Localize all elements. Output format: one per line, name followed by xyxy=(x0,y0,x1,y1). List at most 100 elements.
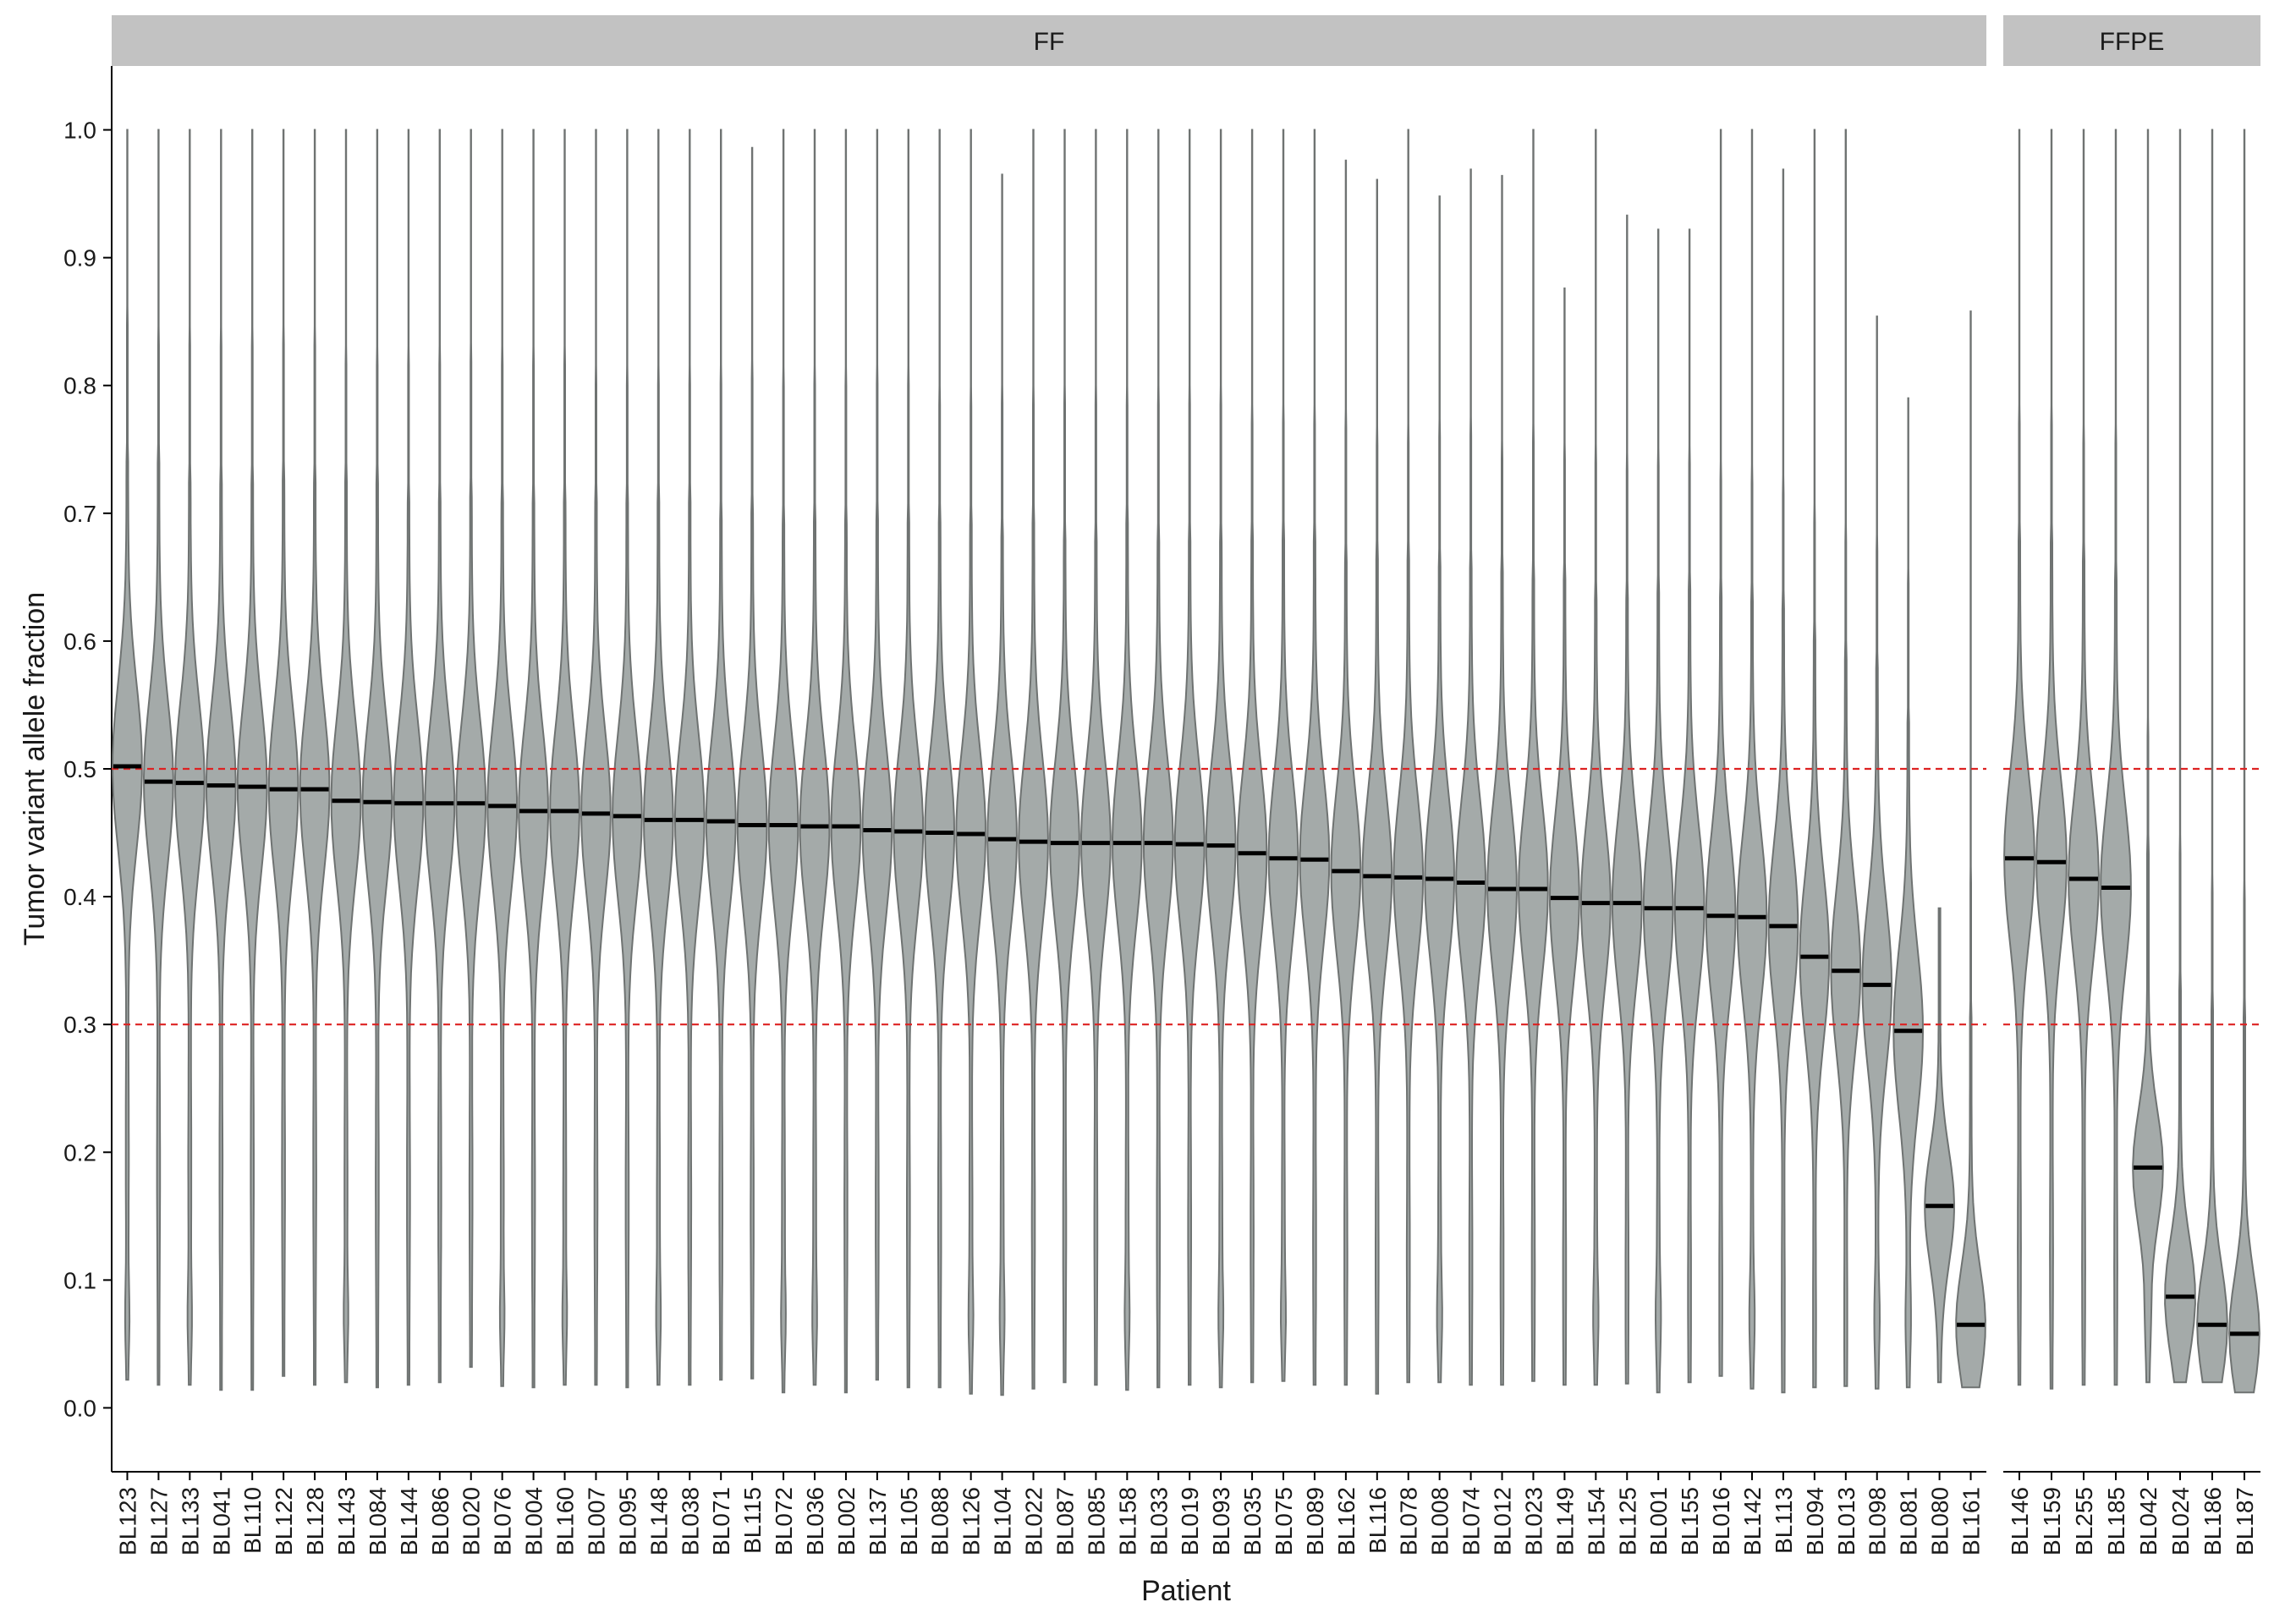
violin xyxy=(986,173,1019,1396)
x-tick-label: BL033 xyxy=(1145,1487,1172,1555)
violin xyxy=(736,146,768,1380)
x-tick-label: BL085 xyxy=(1083,1487,1109,1555)
x-tick-label: BL154 xyxy=(1583,1487,1609,1555)
violin xyxy=(112,129,143,1381)
x-tick-label: BL127 xyxy=(146,1487,172,1555)
x-tick-label: BL038 xyxy=(677,1487,703,1555)
x-axis-title: Patient xyxy=(1141,1575,1231,1607)
violin xyxy=(2035,129,2068,1390)
x-tick-label: BL089 xyxy=(1302,1487,1328,1555)
violin xyxy=(1205,129,1237,1389)
x-tick-label: BL122 xyxy=(271,1487,297,1555)
x-tick-label: BL022 xyxy=(1021,1487,1047,1555)
violin xyxy=(1455,168,1487,1386)
violin xyxy=(486,129,518,1387)
violin xyxy=(1955,310,1986,1389)
x-tick-label: BL146 xyxy=(2007,1487,2033,1555)
x-tick-label: BL081 xyxy=(1896,1487,1922,1555)
x-tick-label: BL087 xyxy=(1052,1487,1078,1555)
violin xyxy=(1580,129,1612,1386)
x-tick-label: BL162 xyxy=(1333,1487,1359,1555)
violin xyxy=(1486,174,1518,1386)
y-tick-label: 0.5 xyxy=(63,756,96,782)
x-tick-label: BL042 xyxy=(2135,1487,2161,1555)
violin xyxy=(1079,129,1112,1386)
violin xyxy=(1049,129,1080,1384)
violin xyxy=(767,129,799,1394)
x-tick-label: BL155 xyxy=(1677,1487,1703,1555)
violin xyxy=(861,129,893,1381)
violin xyxy=(1142,129,1174,1389)
x-tick-label: BL160 xyxy=(552,1487,579,1555)
x-tick-label: BL074 xyxy=(1458,1487,1485,1555)
x-tick-label: BL094 xyxy=(1802,1487,1828,1555)
violin xyxy=(1642,228,1674,1394)
x-tick-label: BL093 xyxy=(1208,1487,1234,1555)
x-tick-label: BL075 xyxy=(1271,1487,1297,1555)
violin xyxy=(1892,397,1925,1389)
x-tick-label: BL126 xyxy=(958,1487,985,1555)
violin xyxy=(1424,195,1456,1384)
violin xyxy=(799,129,831,1386)
violin xyxy=(299,129,331,1386)
x-tick-label: BL161 xyxy=(1958,1487,1985,1555)
violin xyxy=(1330,159,1362,1386)
x-tick-label: BL041 xyxy=(208,1487,234,1555)
violin xyxy=(1705,129,1737,1377)
x-tick-label: BL035 xyxy=(1239,1487,1266,1555)
violin xyxy=(673,129,706,1386)
facet-strips: FF FFPE xyxy=(112,15,2260,66)
y-tick-label: 0.9 xyxy=(63,245,96,272)
violin xyxy=(1861,315,1893,1390)
violin xyxy=(1173,129,1206,1386)
x-tick-label: BL036 xyxy=(802,1487,828,1555)
violin xyxy=(1830,129,1862,1387)
x-tick-label: BL115 xyxy=(739,1487,766,1554)
x-tick-label: BL128 xyxy=(302,1487,328,1555)
violin xyxy=(2132,129,2164,1384)
violin xyxy=(455,129,487,1369)
violin xyxy=(1767,168,1799,1394)
x-tick-label: BL019 xyxy=(1177,1487,1203,1555)
x-tick-label: BL016 xyxy=(1708,1487,1734,1555)
violin xyxy=(2100,129,2132,1386)
violin xyxy=(2196,129,2228,1384)
x-tick-label: BL012 xyxy=(1490,1487,1516,1555)
x-tick-label: BL159 xyxy=(2039,1487,2065,1555)
x-tick-label: BL072 xyxy=(771,1487,797,1555)
x-tick-label: BL080 xyxy=(1927,1487,1953,1555)
x-tick-label: BL084 xyxy=(365,1487,391,1555)
y-tick-label: 0.4 xyxy=(63,884,96,910)
x-tick-label: BL076 xyxy=(490,1487,516,1555)
violin xyxy=(173,129,206,1386)
median-markers xyxy=(113,764,2259,1336)
violin xyxy=(580,129,612,1386)
violin xyxy=(1392,129,1425,1384)
x-tick-label: BL001 xyxy=(1645,1487,1672,1555)
facet-strip-label: FF xyxy=(1034,28,1065,56)
y-tick-label: 0.8 xyxy=(63,373,96,399)
x-tick-label: BL020 xyxy=(459,1487,485,1555)
violin xyxy=(1548,287,1580,1386)
violin xyxy=(611,129,643,1389)
violin xyxy=(205,129,237,1391)
x-tick-label: BL158 xyxy=(1114,1487,1140,1555)
x-tick-label: BL086 xyxy=(427,1487,453,1555)
violin xyxy=(1924,907,1956,1384)
violin xyxy=(330,129,362,1384)
violin xyxy=(142,129,174,1386)
x-tick-label: BL116 xyxy=(1365,1487,1391,1554)
violin xyxy=(2164,129,2196,1384)
y-tick-label: 1.0 xyxy=(63,118,96,144)
violin xyxy=(1299,129,1331,1386)
x-tick-label: BL185 xyxy=(2103,1487,2129,1555)
x-tick-label: BL002 xyxy=(833,1487,860,1555)
x-tick-label: BL023 xyxy=(1520,1487,1546,1555)
y-tick-label: 0.3 xyxy=(63,1012,96,1038)
violin xyxy=(236,129,268,1391)
x-tick-label: BL137 xyxy=(865,1487,891,1555)
x-tick-label: BL078 xyxy=(1396,1487,1422,1555)
y-tick-label: 0.2 xyxy=(63,1139,96,1166)
x-tick-label: BL013 xyxy=(1833,1487,1859,1555)
